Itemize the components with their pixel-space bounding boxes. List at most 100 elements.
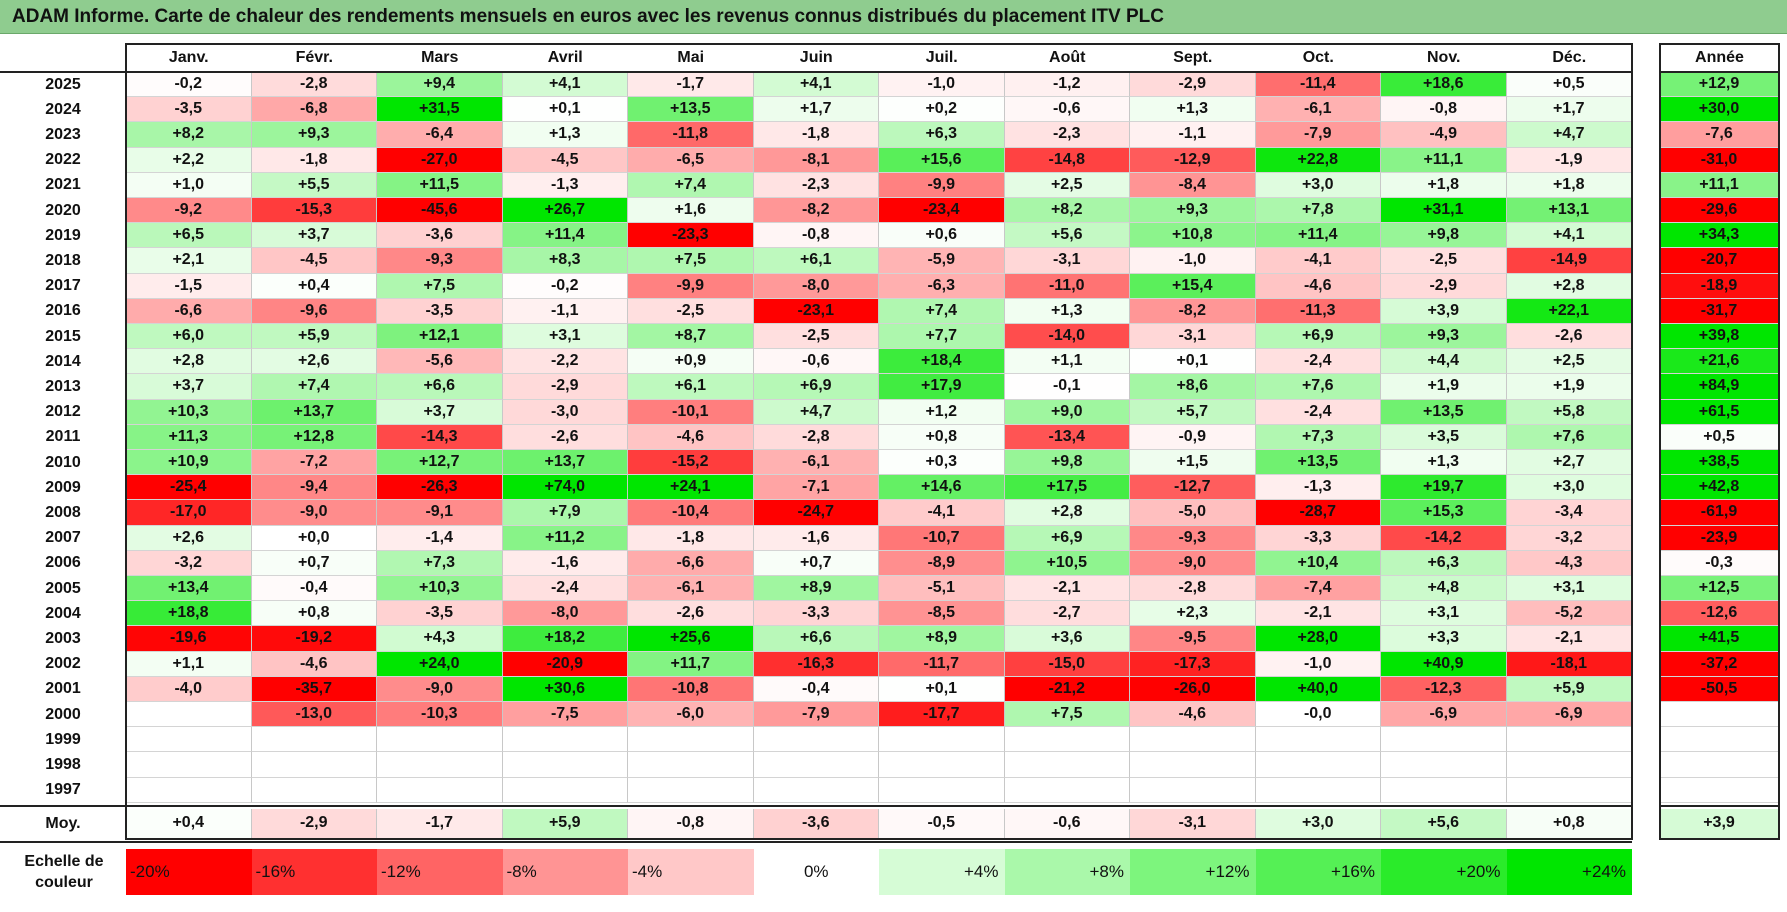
heatmap-cell: +2,1 xyxy=(126,248,252,274)
heatmap-cell: -1,0 xyxy=(879,72,1005,98)
heatmap-cell: +3,3 xyxy=(1381,626,1507,652)
heatmap-cell: -26,3 xyxy=(377,475,503,501)
heatmap-cell: -14,3 xyxy=(377,424,503,450)
heatmap-cell: +0,3 xyxy=(879,450,1005,476)
heatmap-cell: +7,7 xyxy=(879,324,1005,350)
heatmap-cell: -4,6 xyxy=(251,651,377,677)
avg-cell: -3,1 xyxy=(1130,808,1256,839)
heatmap-cell: +2,2 xyxy=(126,147,252,173)
year-label: 2020 xyxy=(45,201,81,219)
heatmap-cell: +2,6 xyxy=(126,525,252,551)
heatmap-cell: +11,3 xyxy=(126,424,252,450)
heatmap-cell: -11,4 xyxy=(1255,72,1381,98)
heatmap-cell: -20,9 xyxy=(502,651,628,677)
avg-cell: +5,9 xyxy=(502,808,628,839)
heatmap-cell: -35,7 xyxy=(251,676,377,702)
avg-separator-annual xyxy=(1660,804,1779,807)
annual-cell: +38,5 xyxy=(1660,450,1779,476)
heatmap-cell: -1,0 xyxy=(1255,651,1381,677)
heatmap-cell: -1,2 xyxy=(1004,72,1130,98)
heatmap-cell: +11,7 xyxy=(628,651,754,677)
avg-bottom-line xyxy=(0,840,1632,843)
heatmap-cell: -9,4 xyxy=(251,475,377,501)
heatmap-cell: +1,5 xyxy=(1130,450,1256,476)
heatmap-cell: -9,0 xyxy=(377,676,503,702)
heatmap-cell: +6,3 xyxy=(1381,550,1507,576)
heatmap-cell xyxy=(1004,752,1130,778)
heatmap-cell: -1,9 xyxy=(1506,147,1632,173)
heatmap-cell: +11,5 xyxy=(377,172,503,198)
heatmap-cell: +13,5 xyxy=(1381,399,1507,425)
heatmap-cell: -2,8 xyxy=(1130,576,1256,602)
year-label: 2009 xyxy=(45,478,81,496)
heatmap-cell xyxy=(753,752,879,778)
heatmap-cell: +0,4 xyxy=(251,273,377,299)
heatmap-cell: -6,5 xyxy=(628,147,754,173)
heatmap-cell: -5,6 xyxy=(377,349,503,375)
heatmap-cell: +2,5 xyxy=(1506,349,1632,375)
heatmap-cell xyxy=(1255,727,1381,753)
annual-cell: -18,9 xyxy=(1660,273,1779,299)
heatmap-cell: -9,3 xyxy=(1130,525,1256,551)
color-scale-swatch: +4% xyxy=(879,848,1005,895)
annual-cell: -7,6 xyxy=(1660,122,1779,148)
heatmap-cell: +3,7 xyxy=(377,399,503,425)
heatmap-cell: -6,6 xyxy=(126,298,252,324)
heatmap-cell: -0,4 xyxy=(753,676,879,702)
annual-cell: -31,0 xyxy=(1660,147,1779,173)
heatmap-cell: +26,7 xyxy=(502,198,628,224)
heatmap-cell: -0,6 xyxy=(753,349,879,375)
heatmap-cell: -2,4 xyxy=(1255,399,1381,425)
heatmap-cell: -10,7 xyxy=(879,525,1005,551)
heatmap-cell: -4,6 xyxy=(1255,273,1381,299)
heatmap-cell: -4,1 xyxy=(1255,248,1381,274)
heatmap-cell: +1,9 xyxy=(1506,374,1632,400)
color-scale-swatch: +12% xyxy=(1130,848,1256,895)
heatmap-cell xyxy=(377,777,503,803)
heatmap-cell: -2,1 xyxy=(1506,626,1632,652)
heatmap-cell xyxy=(1381,727,1507,753)
heatmap-cell: +9,3 xyxy=(1130,198,1256,224)
heatmap-cell: +5,5 xyxy=(251,172,377,198)
heatmap-cell: -8,2 xyxy=(753,198,879,224)
heatmap-cell: +1,7 xyxy=(1506,97,1632,123)
heatmap-cell: +1,2 xyxy=(879,399,1005,425)
year-label: 2018 xyxy=(45,251,81,269)
heatmap-cell: -6,6 xyxy=(628,550,754,576)
heatmap-cell: -2,3 xyxy=(1004,122,1130,148)
heatmap-cell: +4,7 xyxy=(753,399,879,425)
heatmap-cell: -6,1 xyxy=(753,450,879,476)
year-label: 2022 xyxy=(45,151,81,169)
annual-avg-cell: +3,9 xyxy=(1660,808,1779,839)
title-bar: ADAM Informe. Carte de chaleur des rende… xyxy=(0,0,1787,34)
heatmap-cell: -10,4 xyxy=(628,500,754,526)
heatmap-cell xyxy=(502,752,628,778)
annual-cell: -29,6 xyxy=(1660,198,1779,224)
heatmap-cell: -0,2 xyxy=(126,72,252,98)
heatmap-cell: +12,7 xyxy=(377,450,503,476)
heatmap-cell: +4,1 xyxy=(502,72,628,98)
heatmap-cell: +0,5 xyxy=(1506,72,1632,98)
heatmap-cell: +7,3 xyxy=(1255,424,1381,450)
heatmap-cell: -2,5 xyxy=(1381,248,1507,274)
heatmap-cell: +15,4 xyxy=(1130,273,1256,299)
heatmap-cell: +6,5 xyxy=(126,223,252,249)
heatmap-cell: +2,6 xyxy=(251,349,377,375)
year-label: 2006 xyxy=(45,554,81,572)
heatmap-cell: -3,1 xyxy=(1004,248,1130,274)
year-label: 2023 xyxy=(45,125,81,143)
heatmap-cell: -7,2 xyxy=(251,450,377,476)
heatmap-cell: +1,1 xyxy=(126,651,252,677)
annual-cell: +12,5 xyxy=(1660,576,1779,602)
heatmap-cell: +12,1 xyxy=(377,324,503,350)
heatmap-cell: -3,1 xyxy=(1130,324,1256,350)
heatmap-cell: -2,9 xyxy=(502,374,628,400)
heatmap-cell xyxy=(502,727,628,753)
heatmap-cell: -6,3 xyxy=(879,273,1005,299)
annual-cell: -31,7 xyxy=(1660,298,1779,324)
heatmap-cell: -24,7 xyxy=(753,500,879,526)
heatmap-cell: +11,4 xyxy=(502,223,628,249)
heatmap-cell: +0,1 xyxy=(502,97,628,123)
heatmap-cell: -7,9 xyxy=(1255,122,1381,148)
heatmap-cell: +3,9 xyxy=(1381,298,1507,324)
